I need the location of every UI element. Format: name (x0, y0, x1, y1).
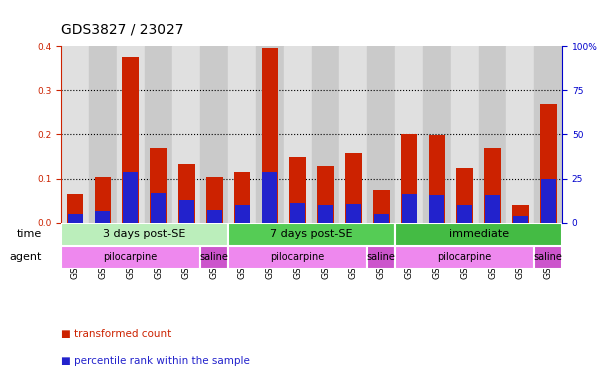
Bar (451, 46, 478, 223)
Bar (61, 46, 89, 223)
Text: pilocarpine: pilocarpine (271, 252, 325, 262)
Bar (534, 246, 562, 269)
Bar (262, 48, 278, 223)
Bar (95, 211, 111, 223)
Bar (284, 46, 312, 223)
Bar (512, 205, 529, 223)
Bar (395, 46, 423, 223)
Bar (235, 205, 249, 223)
Bar (179, 200, 194, 223)
Text: pilocarpine: pilocarpine (437, 252, 492, 262)
Text: immediate: immediate (448, 229, 509, 239)
Bar (423, 46, 451, 223)
Bar (534, 46, 562, 223)
Bar (122, 57, 139, 223)
Bar (346, 204, 361, 223)
Bar (367, 246, 395, 269)
Bar (61, 223, 228, 246)
Bar (345, 153, 362, 223)
Bar (373, 190, 390, 223)
Bar (367, 46, 395, 223)
Bar (61, 246, 200, 269)
Text: ■ percentile rank within the sample: ■ percentile rank within the sample (61, 356, 250, 366)
Bar (172, 46, 200, 223)
Bar (485, 195, 500, 223)
Bar (507, 46, 534, 223)
Bar (178, 164, 195, 223)
Bar (117, 46, 145, 223)
Text: ■ transformed count: ■ transformed count (61, 329, 171, 339)
Bar (207, 210, 222, 223)
Bar (484, 148, 501, 223)
Text: saline: saline (200, 252, 229, 262)
Bar (340, 46, 367, 223)
Bar (395, 246, 534, 269)
Bar (262, 172, 277, 223)
Text: saline: saline (534, 252, 563, 262)
Bar (456, 167, 473, 223)
Bar (67, 194, 83, 223)
Text: time: time (16, 229, 42, 239)
Bar (541, 179, 556, 223)
Bar (228, 223, 395, 246)
Bar (150, 148, 167, 223)
Bar (401, 134, 417, 223)
Bar (401, 194, 417, 223)
Bar (151, 193, 166, 223)
Bar (478, 46, 507, 223)
Bar (67, 214, 82, 223)
Text: 3 days post-SE: 3 days post-SE (103, 229, 186, 239)
Bar (540, 104, 557, 223)
Bar (374, 214, 389, 223)
Bar (206, 177, 222, 223)
Bar (228, 46, 256, 223)
Text: pilocarpine: pilocarpine (103, 252, 158, 262)
Bar (89, 46, 117, 223)
Bar (318, 205, 333, 223)
Bar (145, 46, 172, 223)
Bar (200, 46, 228, 223)
Bar (290, 157, 306, 223)
Bar (123, 172, 138, 223)
Bar (513, 216, 528, 223)
Bar (428, 135, 445, 223)
Text: GDS3827 / 23027: GDS3827 / 23027 (61, 23, 183, 36)
Text: saline: saline (367, 252, 396, 262)
Bar (228, 246, 367, 269)
Bar (200, 246, 228, 269)
Text: 7 days post-SE: 7 days post-SE (270, 229, 353, 239)
Bar (256, 46, 284, 223)
Text: agent: agent (9, 252, 42, 262)
Bar (290, 203, 306, 223)
Bar (233, 172, 251, 223)
Bar (430, 195, 444, 223)
Bar (312, 46, 340, 223)
Bar (457, 205, 472, 223)
Bar (395, 223, 562, 246)
Bar (95, 177, 111, 223)
Bar (317, 166, 334, 223)
